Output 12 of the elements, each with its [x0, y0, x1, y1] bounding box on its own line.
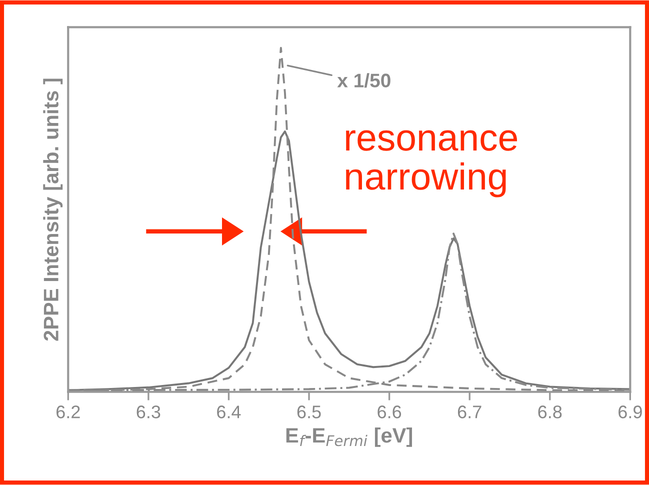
x-tick-label: 6.6: [378, 406, 402, 418]
x-tick-label: 6.2: [56, 406, 80, 418]
x-tick-label: 6.8: [538, 406, 562, 418]
x-tick-label: 6.4: [217, 406, 241, 418]
y-axis-title: 2PPE Intensity [arb. units ]: [43, 78, 63, 341]
x-tick-label: 6.3: [136, 406, 160, 418]
x-tick-label: 6.7: [458, 406, 482, 418]
x-axis-title: E$_{f}$-E$_{Fermi}$ [eV]: [286, 427, 412, 447]
x-tick-label: 6.9: [618, 406, 642, 418]
annotation: x 1/50: [337, 73, 390, 88]
annotation: resonance narrowing: [346, 130, 517, 198]
x-tick-label: 6.5: [297, 406, 321, 418]
